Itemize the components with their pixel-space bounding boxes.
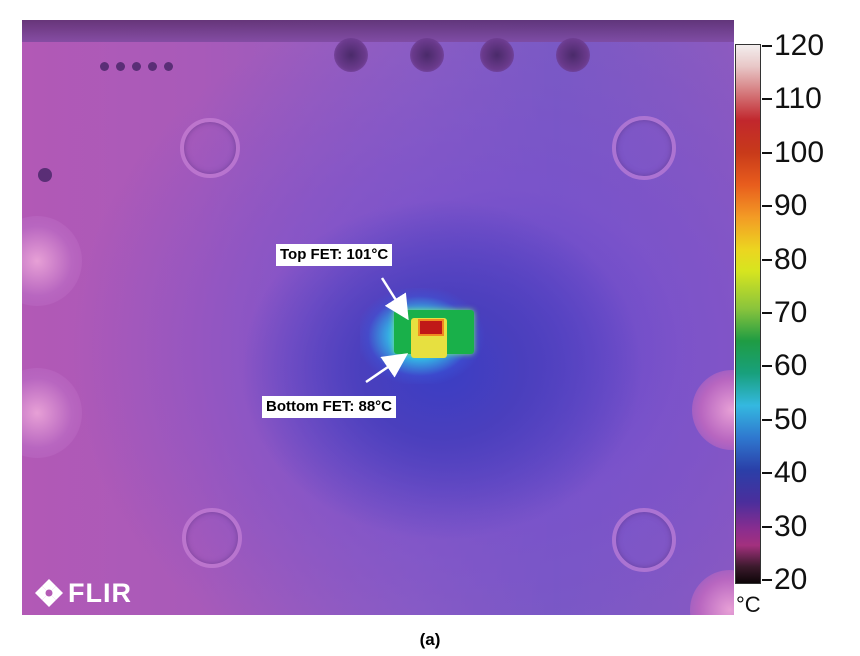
scale-tick-label: 30 bbox=[774, 509, 808, 543]
flir-logo-text: FLIR bbox=[68, 577, 132, 608]
mounting-hole bbox=[334, 38, 368, 72]
standoff-ring bbox=[612, 508, 676, 572]
bottom-fet-label: Bottom FET: 88°C bbox=[262, 396, 396, 418]
thermal-image: ⌂ bbox=[22, 20, 734, 615]
mounting-hole bbox=[556, 38, 590, 72]
mounting-hole bbox=[410, 38, 444, 72]
pad bbox=[116, 62, 125, 71]
pad bbox=[38, 168, 52, 182]
edge-connector bbox=[690, 570, 734, 615]
edge-connector bbox=[22, 368, 82, 458]
scale-tick bbox=[762, 98, 772, 101]
standoff-ring bbox=[182, 508, 242, 568]
scale-tick-label: 120 bbox=[774, 29, 825, 62]
scale-tick bbox=[762, 45, 772, 47]
scale-tick-label: 70 bbox=[774, 296, 808, 329]
scale-tick bbox=[762, 258, 772, 261]
scale-tick-label: 50 bbox=[774, 402, 808, 436]
standoff-ring bbox=[180, 118, 240, 178]
mounting-hole bbox=[480, 38, 514, 72]
temperature-scale bbox=[735, 44, 761, 584]
pad bbox=[164, 62, 173, 71]
board-edge bbox=[22, 20, 734, 42]
scale-tick-label: 20 bbox=[774, 563, 808, 596]
figure-caption: (a) bbox=[419, 630, 441, 649]
scale-tick bbox=[762, 365, 772, 368]
scale-tick bbox=[762, 525, 772, 528]
pad bbox=[148, 62, 157, 71]
scale-tick-label: 40 bbox=[774, 456, 808, 490]
edge-connector bbox=[22, 216, 82, 306]
scale-tick-label: 80 bbox=[774, 242, 808, 276]
scale-tick bbox=[762, 151, 772, 154]
scale-tick-label: 110 bbox=[774, 82, 822, 116]
top-fet-label: Top FET: 101°C bbox=[276, 244, 393, 266]
pad bbox=[100, 62, 109, 71]
flir-logo-icon bbox=[35, 579, 63, 607]
scale-tick bbox=[762, 579, 772, 581]
scale-tick bbox=[762, 472, 772, 475]
flir-logo: FLIR bbox=[34, 578, 132, 608]
scale-tick bbox=[762, 312, 772, 314]
scale-tick-label: 90 bbox=[774, 189, 808, 223]
scale-tick-label: 60 bbox=[774, 349, 808, 383]
scale-unit: °C bbox=[736, 592, 761, 617]
pad bbox=[132, 62, 141, 71]
scale-tick bbox=[762, 418, 772, 421]
edge-connector bbox=[692, 370, 734, 450]
scale-tick-label: 100 bbox=[774, 135, 825, 169]
top-fet-hotspot bbox=[418, 319, 444, 336]
standoff-ring bbox=[612, 116, 676, 180]
scale-tick bbox=[762, 205, 772, 208]
